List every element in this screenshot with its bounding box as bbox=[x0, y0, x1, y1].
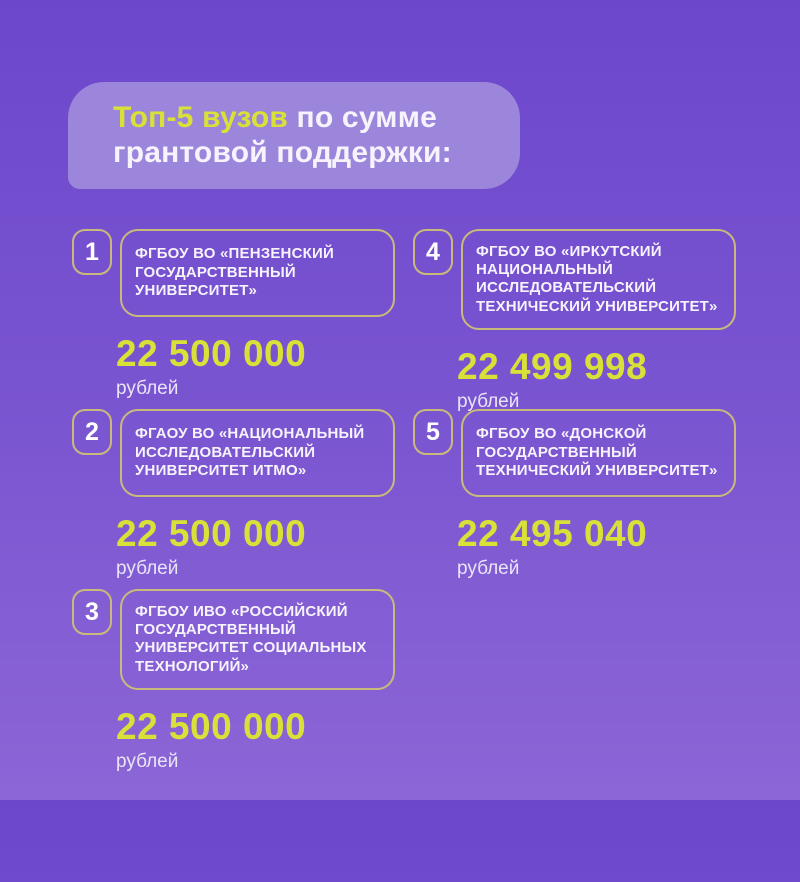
university-card: ФГБОУ ИВО «РОССИЙСКИЙ ГОСУДАРСТВЕННЫЙ УН… bbox=[120, 588, 395, 690]
currency-label: рублей bbox=[457, 557, 520, 579]
currency-label: рублей bbox=[116, 750, 179, 772]
currency-label: рублей bbox=[457, 390, 520, 412]
university-name: ФГБОУ ВО «ИРКУТСКИЙ НАЦИОНАЛЬНЫЙ ИССЛЕДО… bbox=[476, 242, 718, 315]
page-title: Топ-5 вузов по сумме грантовой поддержки… bbox=[113, 100, 484, 171]
ranking-grid: 1 ФГБОУ ВО «ПЕНЗЕНСКИЙ ГОСУДАРСТВЕННЫЙ У… bbox=[72, 228, 736, 772]
university-name: ФГБОУ ИВО «РОССИЙСКИЙ ГОСУДАРСТВЕННЫЙ УН… bbox=[135, 602, 367, 675]
grant-amount: 22 500 000 bbox=[116, 332, 307, 374]
page-title-rest: по сумме грантовой поддержки: bbox=[113, 101, 452, 170]
university-card: ФГБОУ ВО «ДОНСКОЙ ГОСУДАРСТВЕННЫЙ ТЕХНИЧ… bbox=[461, 408, 736, 497]
grant-item-4: 4 ФГБОУ ВО «ИРКУТСКИЙ НАЦИОНАЛЬНЫЙ ИССЛЕ… bbox=[413, 228, 736, 412]
currency-label: рублей bbox=[116, 557, 179, 579]
rank-badge: 4 bbox=[413, 228, 453, 275]
grant-item-3: 3 ФГБОУ ИВО «РОССИЙСКИЙ ГОСУДАРСТВЕННЫЙ … bbox=[72, 588, 395, 772]
title-bubble: Топ-5 вузов по сумме грантовой поддержки… bbox=[68, 82, 520, 189]
grant-amount: 22 500 000 bbox=[116, 705, 307, 747]
grant-item-2: 2 ФГАОУ ВО «НАЦИОНАЛЬНЫЙ ИССЛЕДОВАТЕЛЬСК… bbox=[72, 408, 395, 589]
university-card: ФГАОУ ВО «НАЦИОНАЛЬНЫЙ ИССЛЕДОВАТЕЛЬСКИЙ… bbox=[120, 408, 395, 497]
rank-badge: 3 bbox=[72, 588, 112, 635]
grant-amount: 22 500 000 bbox=[116, 512, 307, 554]
university-name: ФГБОУ ВО «ПЕНЗЕНСКИЙ ГОСУДАРСТВЕННЫЙ УНИ… bbox=[135, 245, 334, 299]
university-card: ФГБОУ ВО «ПЕНЗЕНСКИЙ ГОСУДАРСТВЕННЫЙ УНИ… bbox=[120, 228, 395, 317]
rank-badge: 2 bbox=[72, 408, 112, 455]
page-title-highlight: Топ-5 вузов bbox=[113, 101, 289, 134]
university-card: ФГБОУ ВО «ИРКУТСКИЙ НАЦИОНАЛЬНЫЙ ИССЛЕДО… bbox=[461, 228, 736, 330]
currency-label: рублей bbox=[116, 377, 179, 399]
grant-item-1: 1 ФГБОУ ВО «ПЕНЗЕНСКИЙ ГОСУДАРСТВЕННЫЙ У… bbox=[72, 228, 395, 409]
grant-amount: 22 495 040 bbox=[457, 512, 648, 554]
university-name: ФГАОУ ВО «НАЦИОНАЛЬНЫЙ ИССЛЕДОВАТЕЛЬСКИЙ… bbox=[135, 425, 365, 479]
rank-badge: 5 bbox=[413, 408, 453, 455]
university-name: ФГБОУ ВО «ДОНСКОЙ ГОСУДАРСТВЕННЫЙ ТЕХНИЧ… bbox=[476, 425, 718, 479]
rank-badge: 1 bbox=[72, 228, 112, 275]
grant-item-5: 5 ФГБОУ ВО «ДОНСКОЙ ГОСУДАРСТВЕННЫЙ ТЕХН… bbox=[413, 408, 736, 589]
grant-amount: 22 499 998 bbox=[457, 345, 648, 387]
